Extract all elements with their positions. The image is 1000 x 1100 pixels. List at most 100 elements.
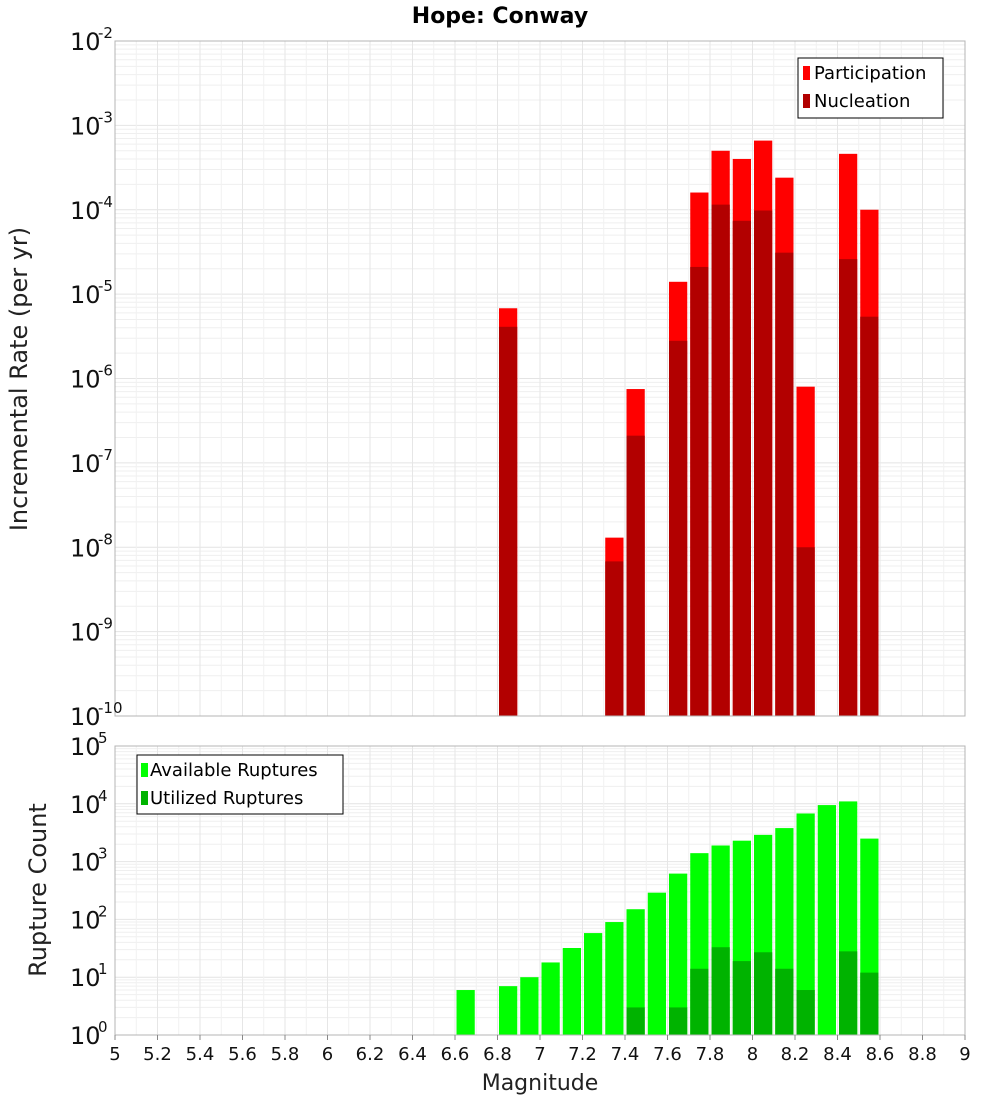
count-y-axis-label: Rupture Count [24, 803, 52, 977]
rate-bar-nucleation [690, 266, 709, 716]
count-bar-utilized-ruptures [626, 1007, 645, 1035]
x-tick-label: 6.2 [356, 1044, 385, 1065]
count-legend-box [136, 754, 344, 815]
count-bars [456, 801, 879, 1035]
y-tick-label: 10 [70, 197, 101, 225]
y-tick-label: 10 [70, 849, 101, 877]
x-tick-label: 7.4 [611, 1044, 640, 1065]
rate-bars [499, 140, 879, 717]
count-bar-available-ruptures [456, 990, 475, 1035]
y-tick-exponent: -5 [98, 277, 113, 295]
y-tick-exponent: 0 [98, 1018, 108, 1036]
x-tick-label: 5.6 [228, 1044, 257, 1065]
x-tick-label: 8.8 [908, 1044, 937, 1065]
x-tick-label: 8.2 [781, 1044, 810, 1065]
y-tick-label: 10 [70, 906, 101, 934]
x-tick-label: 9 [959, 1044, 970, 1065]
x-tick-label: 5.8 [271, 1044, 300, 1065]
x-tick-label: 6.8 [483, 1044, 512, 1065]
rate-grid [114, 41, 966, 717]
y-tick-label: 10 [70, 1022, 101, 1050]
count-bar-utilized-ruptures [796, 990, 815, 1035]
x-tick-label: 7.6 [653, 1044, 682, 1065]
y-tick-label: 10 [70, 964, 101, 992]
x-axis-label: Magnitude [482, 1071, 599, 1096]
count-bar-available-ruptures [605, 922, 624, 1035]
count-bar-utilized-ruptures [860, 972, 879, 1035]
rate-bar-nucleation [669, 340, 688, 716]
y-tick-exponent: 1 [98, 960, 108, 978]
count-bar-utilized-ruptures [754, 952, 773, 1035]
magnitude-x-ticks: 5 5.2 5.4 5.6 5.8 6 6.2 6.4 6.6 6.8 7 7.2 7.4 7.6 7.8 8… [109, 1035, 971, 1065]
legend-label-utilized-ruptures: Utilized Ruptures [150, 788, 303, 809]
legend-swatch-utilized-ruptures [141, 791, 148, 805]
y-tick-exponent: -9 [98, 615, 113, 633]
y-tick-exponent: -8 [98, 530, 113, 548]
x-tick-label: 7.2 [568, 1044, 597, 1065]
count-bar-utilized-ruptures [839, 951, 858, 1035]
count-bar-available-ruptures [669, 873, 688, 1035]
legend-label-nucleation: Nucleation [814, 91, 910, 112]
y-tick-label: 10 [70, 703, 101, 731]
count-bar-utilized-ruptures [732, 961, 751, 1035]
count-legend: Available Ruptures Utilized Ruptures [136, 754, 344, 815]
legend-swatch-available-ruptures [141, 763, 148, 777]
y-tick-label: 10 [70, 534, 101, 562]
rate-bar-nucleation [775, 252, 794, 716]
y-tick-exponent: -6 [98, 362, 113, 380]
x-tick-label: 7 [534, 1044, 545, 1065]
y-tick-label: 10 [70, 733, 101, 761]
count-bar-utilized-ruptures [711, 947, 730, 1035]
y-tick-exponent: 5 [98, 729, 108, 747]
count-bar-available-ruptures [584, 933, 603, 1035]
count-bar-available-ruptures [541, 962, 560, 1035]
y-tick-exponent: -2 [98, 24, 113, 42]
y-tick-exponent: 2 [98, 902, 108, 920]
y-tick-exponent: 4 [98, 787, 108, 805]
x-tick-label: 5 [109, 1044, 120, 1065]
count-bar-available-ruptures [796, 813, 815, 1035]
y-tick-label: 10 [70, 366, 101, 394]
legend-swatch-nucleation [803, 94, 810, 108]
x-tick-label: 6 [322, 1044, 333, 1065]
rate-plot-frame [114, 40, 966, 717]
count-bar-utilized-ruptures [669, 1007, 688, 1035]
count-bar-available-ruptures [562, 948, 581, 1035]
x-tick-label: 8 [747, 1044, 758, 1065]
y-tick-exponent: -4 [98, 193, 113, 211]
legend-label-participation: Participation [814, 63, 926, 84]
y-tick-label: 10 [70, 791, 101, 819]
rate-legend-box [797, 57, 944, 119]
rate-bar-nucleation [732, 220, 751, 716]
rate-bar-nucleation [499, 326, 518, 716]
count-bar-available-ruptures [520, 977, 539, 1035]
count-bar-available-ruptures [817, 805, 836, 1035]
count-bar-available-ruptures [499, 986, 518, 1035]
chart-title: Hope: Conway [412, 4, 588, 29]
x-tick-label: 7.8 [696, 1044, 725, 1065]
rate-bar-nucleation [605, 561, 624, 716]
x-tick-label: 5.4 [186, 1044, 215, 1065]
y-tick-label: 10 [70, 281, 101, 309]
rate-bar-nucleation [711, 204, 730, 717]
y-tick-exponent: 3 [98, 845, 108, 863]
rate-bar-nucleation [796, 547, 815, 716]
x-tick-label: 8.4 [823, 1044, 852, 1065]
count-bar-utilized-ruptures [690, 968, 709, 1035]
rate-bar-nucleation [839, 259, 858, 716]
x-tick-label: 5.2 [143, 1044, 172, 1065]
rate-bar-nucleation [860, 316, 879, 716]
y-tick-label: 10 [70, 112, 101, 140]
x-tick-label: 8.6 [866, 1044, 895, 1065]
count-bar-available-ruptures [626, 909, 645, 1035]
y-tick-exponent: -3 [98, 108, 113, 126]
rate-legend: Participation Nucleation [797, 57, 944, 119]
legend-label-available-ruptures: Available Ruptures [150, 760, 318, 781]
y-tick-exponent: -7 [98, 446, 113, 464]
rate-bar-nucleation [626, 435, 645, 716]
